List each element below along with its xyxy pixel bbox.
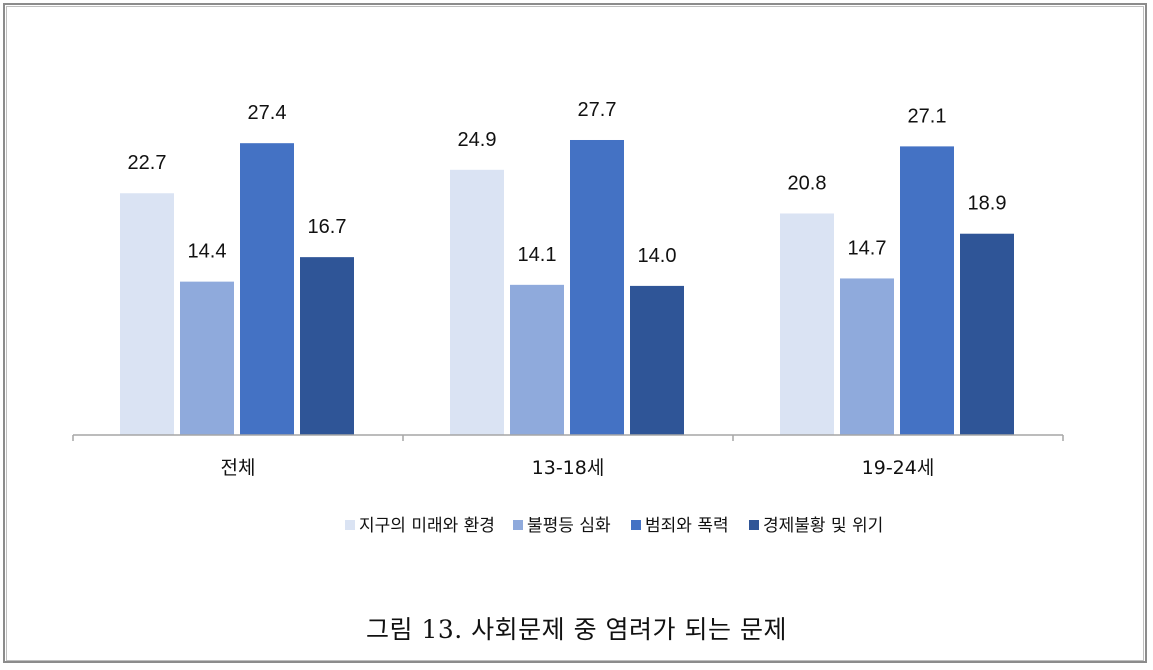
legend-swatch <box>749 520 759 530</box>
bar <box>510 284 564 435</box>
data-label: 22.7 <box>128 152 167 174</box>
bar <box>570 139 624 435</box>
bar <box>240 143 294 435</box>
data-label: 14.1 <box>518 244 557 266</box>
bar <box>300 257 354 435</box>
data-label: 14.0 <box>638 245 677 267</box>
bar <box>450 169 504 435</box>
data-label: 24.9 <box>458 129 497 151</box>
data-label: 27.1 <box>908 105 947 127</box>
legend-label: 범죄와 폭력 <box>645 516 729 536</box>
x-tick-label: 13-18세 <box>532 457 605 479</box>
data-label: 14.7 <box>848 237 887 259</box>
legend-label: 지구의 미래와 환경 <box>359 516 495 536</box>
bar <box>900 146 954 435</box>
legend-swatch <box>513 520 523 530</box>
bar <box>840 278 894 435</box>
bar <box>630 285 684 435</box>
legend-swatch <box>631 520 641 530</box>
legend-label: 경제불황 및 위기 <box>763 516 883 536</box>
data-label: 18.9 <box>968 193 1007 215</box>
data-label: 27.4 <box>248 102 287 124</box>
data-label: 14.4 <box>188 241 227 263</box>
data-label: 20.8 <box>788 172 827 194</box>
x-tick-label: 19-24세 <box>862 457 935 479</box>
bar <box>780 213 834 435</box>
bar-chart: 22.7 14.4 27.4 16.7 전체 24.9 14.1 27.7 14.0 13-18세… <box>72 99 1064 536</box>
x-tick-label: 전체 <box>221 457 256 479</box>
figure-caption: 그림 13. 사회문제 중 염려가 되는 문제 <box>366 615 787 644</box>
legend-label: 불평등 심화 <box>527 516 611 536</box>
data-label: 16.7 <box>308 216 347 238</box>
bar <box>180 281 234 435</box>
bar <box>120 193 174 435</box>
bar <box>960 233 1014 435</box>
data-label: 27.7 <box>578 99 617 121</box>
legend-swatch <box>345 520 355 530</box>
